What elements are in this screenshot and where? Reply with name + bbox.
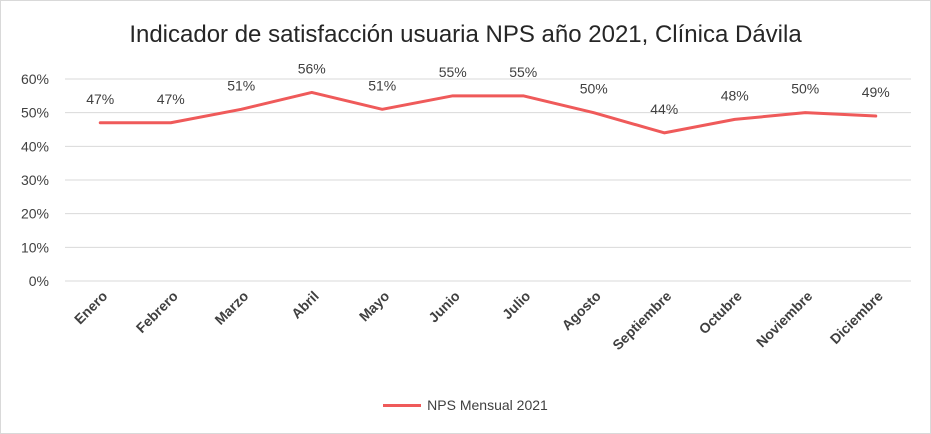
legend-label: NPS Mensual 2021 <box>427 397 548 413</box>
data-label: 55% <box>509 64 537 80</box>
y-tick-label: 60% <box>21 71 49 87</box>
x-tick-label: Febrero <box>133 288 181 336</box>
x-tick-label: Octubre <box>696 288 745 337</box>
x-tick-label: Agosto <box>558 288 603 333</box>
x-tick-label: Junio <box>425 288 463 326</box>
data-label: 49% <box>862 84 890 100</box>
legend-line-swatch <box>383 403 422 407</box>
x-tick-label: Julio <box>499 288 533 322</box>
y-tick-label: 40% <box>21 138 49 154</box>
x-tick-label: Marzo <box>211 288 251 328</box>
x-tick-label: Noviembre <box>753 288 816 351</box>
data-label: 47% <box>86 91 114 107</box>
x-tick-label: Enero <box>71 288 110 327</box>
series-line <box>98 90 878 135</box>
data-label: 48% <box>721 87 749 103</box>
data-label: 56% <box>298 60 326 76</box>
y-tick-label: 0% <box>29 273 49 289</box>
data-label: 47% <box>157 91 185 107</box>
y-tick-label: 10% <box>21 239 49 255</box>
data-label: 51% <box>227 77 255 93</box>
x-tick-label: Abril <box>288 288 322 322</box>
legend: NPS Mensual 2021 <box>1 397 930 413</box>
y-tick-label: 30% <box>21 172 49 188</box>
data-label: 50% <box>791 81 819 97</box>
data-label: 44% <box>650 101 678 117</box>
data-label: 55% <box>439 64 467 80</box>
x-tick-label: Mayo <box>356 288 393 325</box>
x-tick-label: Septiembre <box>609 288 674 353</box>
data-label: 50% <box>580 81 608 97</box>
data-label: 51% <box>368 77 396 93</box>
y-tick-label: 50% <box>21 105 49 121</box>
x-tick-label: Diciembre <box>827 288 886 347</box>
chart-title: Indicador de satisfacción usuaria NPS añ… <box>129 21 802 48</box>
y-tick-label: 20% <box>21 206 49 222</box>
